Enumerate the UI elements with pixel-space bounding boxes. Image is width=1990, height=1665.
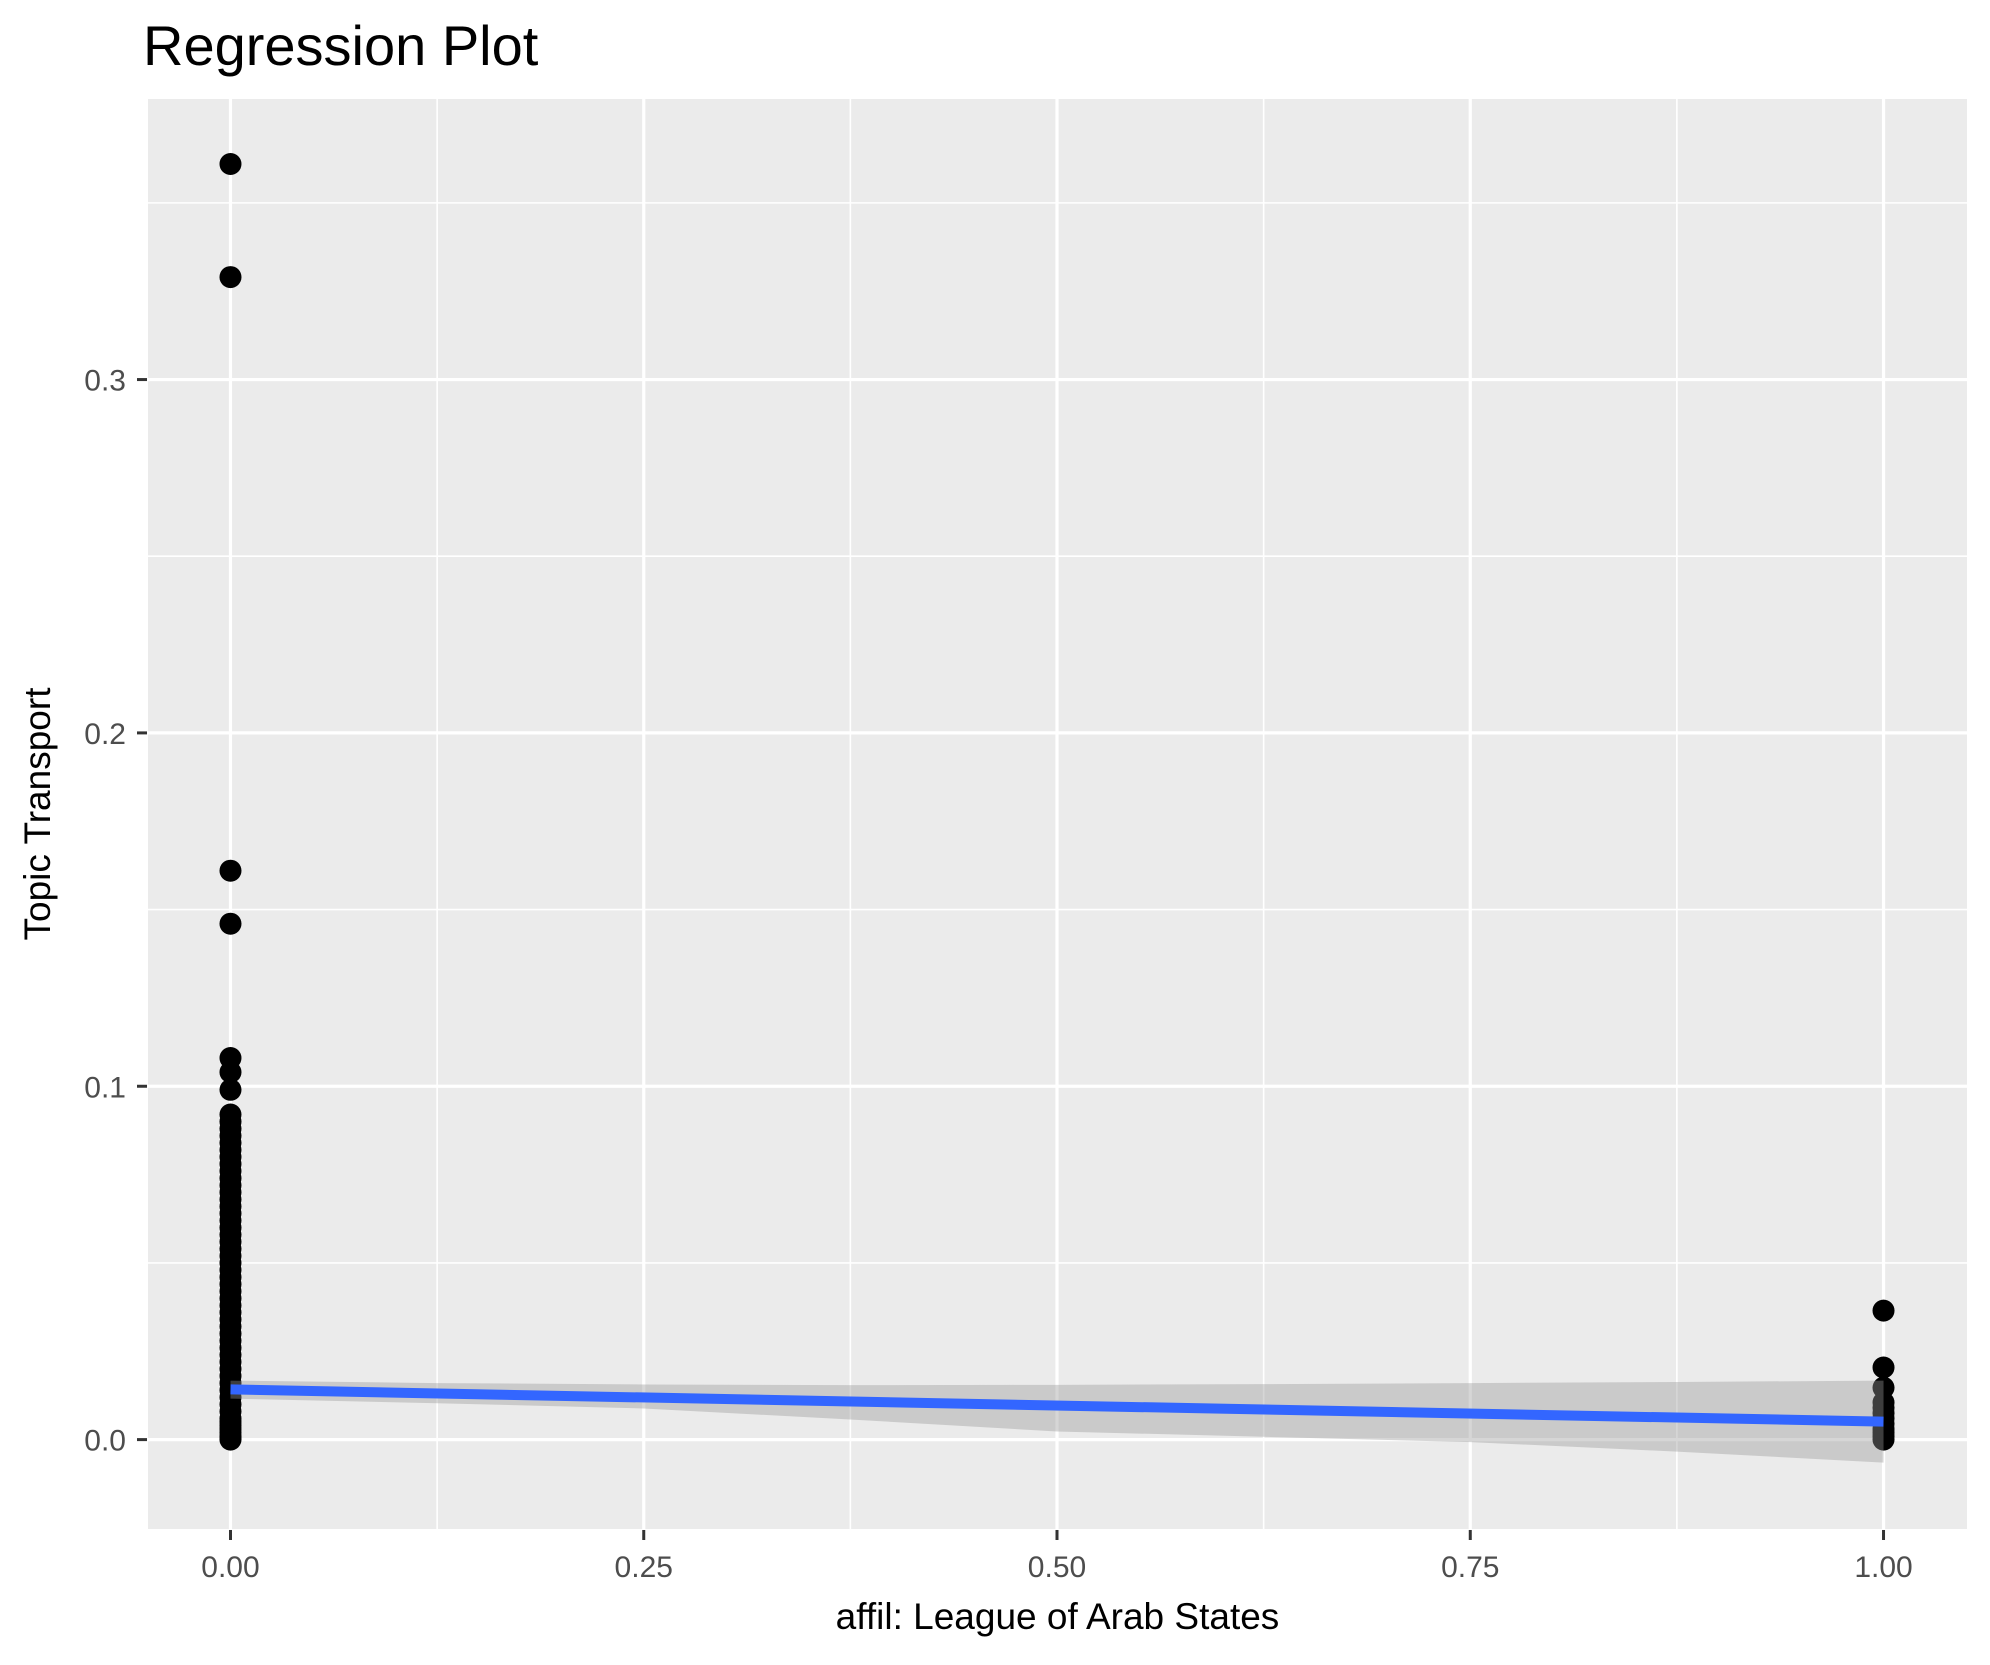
x-tick-label: 0.50 xyxy=(1028,1551,1086,1584)
data-point xyxy=(219,912,242,935)
regression-line xyxy=(230,1384,1884,1427)
data-point xyxy=(219,266,242,289)
x-axis-title: affil: League of Arab States xyxy=(835,1596,1280,1637)
x-tick-label: 0.25 xyxy=(615,1551,673,1584)
x-tick-label: 1.00 xyxy=(1854,1551,1912,1584)
data-point xyxy=(219,859,242,882)
data-point xyxy=(1872,1356,1895,1379)
data-point xyxy=(219,1428,242,1451)
data-point xyxy=(219,153,242,176)
data-point xyxy=(219,1078,242,1101)
x-tick-label: 0.75 xyxy=(1441,1551,1499,1584)
y-tick-label: 0.1 xyxy=(84,1071,126,1104)
x-tick-label: 0.00 xyxy=(201,1551,259,1584)
chart-title: Regression Plot xyxy=(143,14,539,77)
data-point xyxy=(1872,1299,1895,1322)
y-tick-label: 0.3 xyxy=(84,365,126,398)
y-axis-title: Topic Transport xyxy=(17,687,58,941)
y-tick-label: 0.0 xyxy=(84,1425,126,1458)
data-point xyxy=(219,1061,242,1084)
data-point xyxy=(1872,1428,1895,1451)
y-tick-label: 0.2 xyxy=(84,718,126,751)
